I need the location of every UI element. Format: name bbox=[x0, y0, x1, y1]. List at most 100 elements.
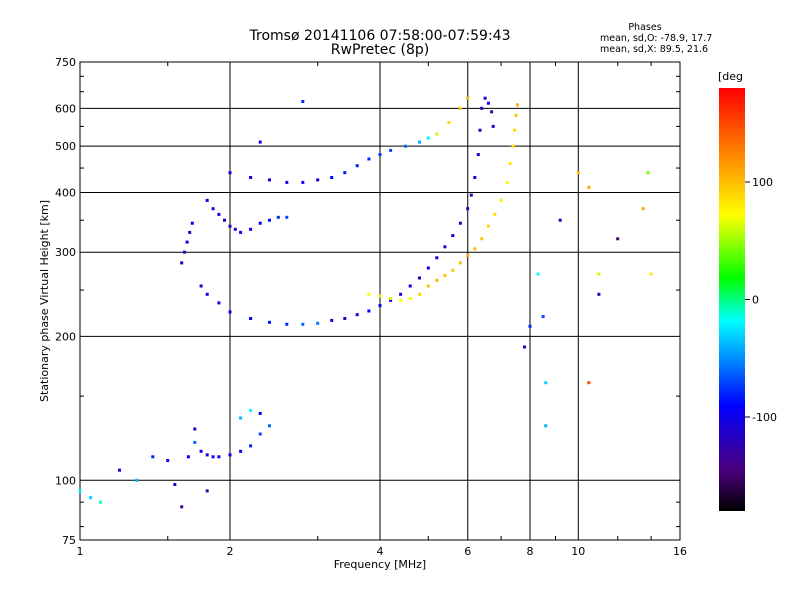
echo-point bbox=[135, 478, 139, 482]
chart-subtitle: RwPretec (8p) bbox=[330, 42, 430, 58]
echo-point bbox=[458, 221, 462, 225]
echo-point bbox=[447, 121, 451, 125]
echo-point bbox=[616, 237, 620, 241]
echo-point bbox=[367, 292, 371, 296]
echo-point bbox=[587, 185, 591, 189]
y-axis-ticks: 75 100 200 300 400 500 600 750 bbox=[55, 56, 680, 547]
echo-point bbox=[597, 292, 601, 296]
echo-point bbox=[89, 496, 93, 500]
echo-point bbox=[199, 449, 203, 453]
echo-point bbox=[185, 240, 189, 244]
echo-point bbox=[458, 106, 462, 110]
echo-point bbox=[205, 198, 209, 202]
echo-point bbox=[239, 449, 243, 453]
x-axis-ticks: 1 2 4 6 8 10 16 bbox=[77, 62, 687, 558]
x-tick-label: 10 bbox=[571, 545, 585, 558]
echo-point bbox=[193, 427, 197, 431]
echo-point bbox=[118, 468, 121, 472]
echo-series bbox=[258, 100, 653, 428]
x-tick-label: 2 bbox=[227, 545, 234, 558]
echo-point bbox=[516, 103, 519, 107]
echo-point bbox=[491, 124, 495, 128]
echo-point bbox=[316, 178, 320, 182]
echo-point bbox=[301, 100, 305, 103]
echo-point bbox=[408, 297, 412, 300]
chart-title: Tromsø 20141106 07:58:00-07:59:43 bbox=[249, 28, 511, 44]
echo-point bbox=[355, 313, 359, 317]
echo-point bbox=[258, 140, 262, 144]
echo-point bbox=[228, 453, 232, 457]
echo-point bbox=[316, 321, 320, 325]
y-tick-label: 75 bbox=[62, 534, 76, 547]
echo-point bbox=[466, 207, 470, 211]
echo-point bbox=[217, 212, 221, 216]
echo-point bbox=[478, 128, 482, 132]
echo-series bbox=[180, 198, 289, 265]
echo-point bbox=[418, 140, 421, 144]
phase-stats-x: mean, sd,X: 89.5, 21.6 bbox=[600, 44, 709, 55]
echo-point bbox=[182, 250, 186, 254]
echo-point bbox=[499, 198, 503, 202]
echo-point bbox=[641, 207, 645, 211]
echo-point bbox=[343, 317, 347, 320]
echo-point bbox=[211, 207, 215, 211]
echo-point bbox=[399, 298, 403, 302]
echo-point bbox=[458, 261, 462, 265]
echo-point bbox=[536, 272, 540, 276]
echo-point bbox=[285, 322, 289, 326]
echo-point bbox=[490, 110, 494, 114]
echo-point bbox=[544, 424, 548, 428]
echo-point bbox=[268, 424, 271, 428]
echo-point bbox=[544, 381, 548, 385]
echo-point bbox=[367, 309, 371, 313]
echo-point bbox=[541, 315, 545, 319]
y-tick-label: 500 bbox=[55, 140, 76, 153]
echo-point bbox=[258, 411, 262, 415]
echo-point bbox=[469, 193, 473, 197]
echo-point bbox=[646, 171, 650, 175]
echo-point bbox=[228, 171, 232, 175]
echo-point bbox=[343, 171, 347, 175]
echo-point bbox=[301, 322, 305, 326]
y-axis-label: Stationary phase Virtual Height [km] bbox=[38, 200, 51, 402]
echo-point bbox=[211, 455, 215, 459]
echo-point bbox=[193, 440, 197, 444]
echo-point bbox=[186, 455, 190, 459]
x-tick-label: 1 bbox=[77, 545, 84, 558]
echo-point bbox=[378, 304, 382, 308]
x-tick-label: 8 bbox=[527, 545, 534, 558]
echo-series bbox=[199, 96, 495, 326]
echo-point bbox=[528, 324, 532, 328]
echo-point bbox=[480, 237, 484, 241]
echo-point bbox=[151, 455, 155, 459]
grid-lines bbox=[80, 62, 680, 540]
echo-point bbox=[239, 416, 243, 420]
echo-point bbox=[511, 144, 515, 148]
echo-point bbox=[199, 284, 203, 288]
echo-point bbox=[493, 212, 497, 216]
echo-point bbox=[466, 96, 470, 100]
echo-point bbox=[399, 292, 403, 296]
echo-point bbox=[443, 274, 447, 278]
echo-point bbox=[78, 489, 82, 493]
echo-point bbox=[558, 218, 562, 222]
echo-point bbox=[249, 408, 253, 412]
phase-stats: Phases mean, sd,O: -78.9, 17.7 mean, sd,… bbox=[600, 22, 712, 55]
echo-point bbox=[418, 276, 421, 280]
echo-point bbox=[258, 221, 262, 225]
echo-point bbox=[268, 178, 271, 182]
echo-point bbox=[228, 224, 232, 228]
echo-point bbox=[514, 113, 518, 117]
echo-point bbox=[268, 218, 271, 222]
echo-point bbox=[408, 284, 412, 288]
echo-point bbox=[466, 254, 470, 258]
echo-point bbox=[587, 381, 591, 385]
y-tick-label: 100 bbox=[55, 474, 76, 487]
echo-points bbox=[78, 96, 653, 509]
colorbar bbox=[719, 88, 745, 511]
echo-point bbox=[188, 230, 192, 234]
echo-point bbox=[389, 298, 393, 302]
echo-point bbox=[378, 153, 382, 157]
echo-point bbox=[166, 459, 170, 462]
